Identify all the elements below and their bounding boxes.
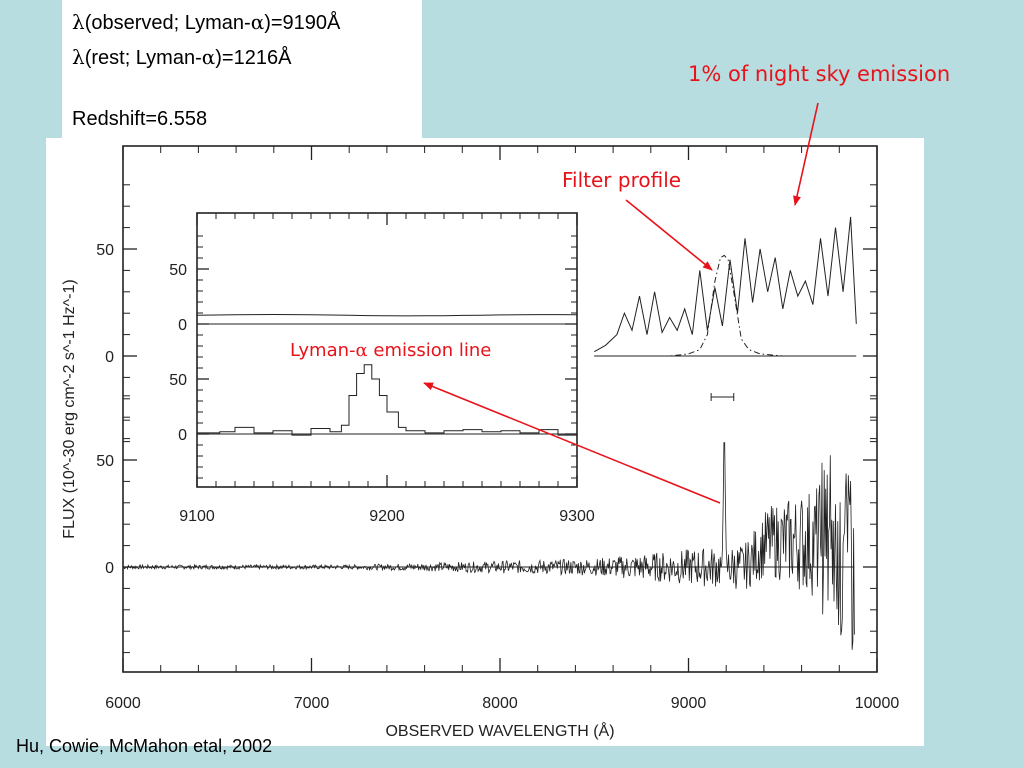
x-axis-label: OBSERVED WAVELENGTH (Å) xyxy=(385,721,614,740)
observed-value: )=9190Å xyxy=(264,12,341,34)
redshift-line: Redshift=6.558 xyxy=(72,108,208,130)
y-axis-label: FLUX (10^-30 erg cm^-2 s^-1 Hz^-1) xyxy=(61,279,78,538)
observed-label: (observed; Lyman- xyxy=(84,12,251,34)
rest-value: )=1216Å xyxy=(215,47,292,69)
plot-panel: 6000 7000 8000 9000 10000 0 50 0 50 FLUX (10^-30 … xyxy=(46,138,924,746)
x-tick-label: 10000 xyxy=(855,695,900,712)
rest-wavelength-line: λ(rest; Lyman-α)=1216Å xyxy=(72,45,291,70)
inset-sky-line xyxy=(196,313,578,317)
x-tick-label: 7000 xyxy=(294,695,330,712)
night-sky-annotation: 1% of night sky emission xyxy=(688,62,951,86)
inset-x-tick-label: 9100 xyxy=(179,508,215,525)
x-tick-label: 9000 xyxy=(671,695,707,712)
rest-label: (rest; Lyman- xyxy=(84,47,202,69)
observed-wavelength-line: λ(observed; Lyman-α)=9190Å xyxy=(72,10,340,35)
lambda-symbol: λ xyxy=(72,10,85,34)
inset-x-tick-label: 9300 xyxy=(559,508,595,525)
lambda-symbol: λ xyxy=(72,45,85,69)
alpha-symbol: α xyxy=(355,340,368,361)
filter-profile-curve xyxy=(594,254,857,357)
inset-y-tick-label: 50 xyxy=(169,372,187,389)
y-tick-label: 50 xyxy=(96,242,114,259)
x-tick-label: 8000 xyxy=(482,695,518,712)
inset-x-tick-label: 9200 xyxy=(369,508,405,525)
night-sky-spectrum xyxy=(594,216,857,353)
y-tick-label: 50 xyxy=(96,453,114,470)
alpha-symbol: α xyxy=(201,45,216,69)
info-box: λ(observed; Lyman-α)=9190Å λ(rest; Lyman… xyxy=(62,0,422,138)
lyman-annotation: Lyman-α emission line xyxy=(290,340,491,361)
y-tick-label: 0 xyxy=(105,560,114,577)
inset-y-tick-label: 0 xyxy=(178,317,187,334)
filter-annotation: Filter profile xyxy=(562,168,682,192)
citation-credit: Hu, Cowie, McMahon etal, 2002 xyxy=(16,736,273,756)
alpha-symbol: α xyxy=(250,10,265,34)
spectrum-chart: 6000 7000 8000 9000 10000 0 50 0 50 FLUX (10^-30 … xyxy=(61,145,900,740)
inset-y-tick-label: 0 xyxy=(178,427,187,444)
x-tick-label: 6000 xyxy=(105,695,141,712)
inset-y-tick-label: 50 xyxy=(169,262,187,279)
y-tick-label: 0 xyxy=(105,349,114,366)
object-spectrum xyxy=(123,442,855,650)
lyman-suffix: emission line xyxy=(367,340,492,361)
lyman-prefix: Lyman- xyxy=(290,340,356,361)
